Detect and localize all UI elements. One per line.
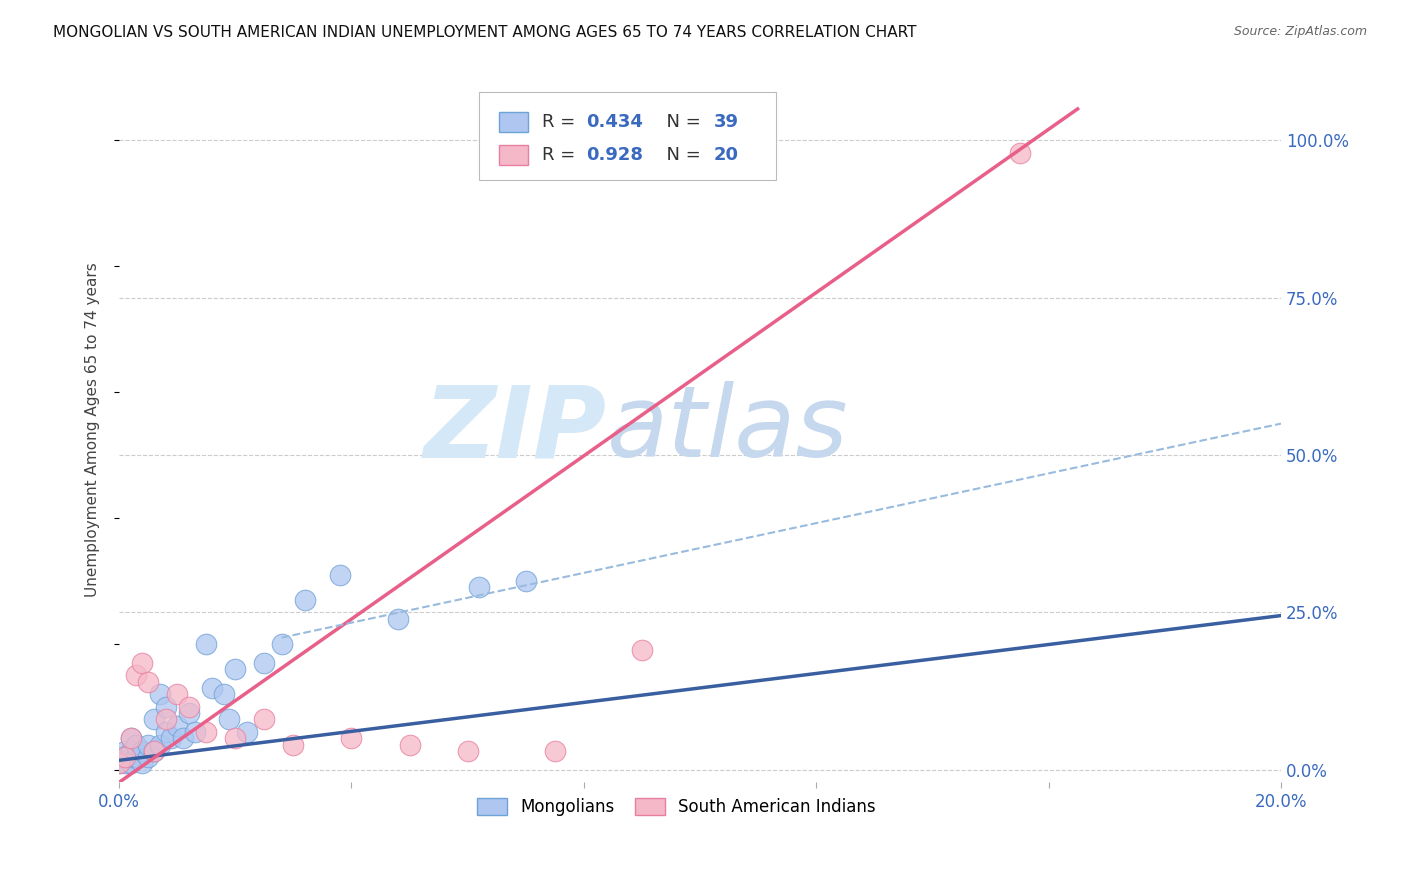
Point (155, 725, 177, 739)
Point (131, 656, 153, 670)
Point (340, 731, 363, 746)
Point (253, 713, 276, 727)
Text: ZIP: ZIP (425, 382, 607, 478)
Text: R =: R = (541, 113, 581, 131)
Point (142, 713, 165, 727)
Point (457, 744, 479, 758)
Point (166, 687, 188, 701)
Point (155, 699, 177, 714)
Point (224, 731, 246, 746)
Point (149, 738, 172, 752)
Bar (499, 145, 529, 165)
Point (294, 592, 316, 607)
Text: R =: R = (541, 146, 581, 164)
Point (114, 756, 136, 771)
Point (125, 668, 148, 682)
Point (131, 744, 153, 758)
Text: Source: ZipAtlas.com: Source: ZipAtlas.com (1233, 25, 1367, 38)
Point (136, 738, 159, 752)
Text: 39: 39 (714, 113, 740, 131)
Text: atlas: atlas (607, 382, 849, 478)
Point (142, 744, 165, 758)
Point (515, 574, 537, 588)
Point (224, 662, 246, 676)
FancyBboxPatch shape (479, 92, 776, 179)
Point (631, 643, 654, 657)
Point (120, 744, 142, 758)
Point (468, 580, 491, 594)
Point (114, 744, 136, 758)
Text: N =: N = (655, 113, 706, 131)
Point (398, 738, 420, 752)
Point (544, 744, 567, 758)
Point (1008, 145, 1031, 160)
Point (329, 567, 352, 582)
Point (108, 756, 131, 771)
Point (177, 699, 200, 714)
Text: 0.434: 0.434 (586, 113, 643, 131)
Point (218, 713, 240, 727)
Point (142, 744, 165, 758)
Point (195, 725, 218, 739)
Point (195, 637, 218, 651)
Point (236, 725, 259, 739)
Point (131, 756, 153, 771)
Text: 0.928: 0.928 (586, 146, 643, 164)
Point (212, 687, 235, 701)
Point (136, 674, 159, 689)
Point (270, 637, 292, 651)
Text: 20: 20 (714, 146, 740, 164)
Point (114, 750, 136, 764)
Point (149, 687, 172, 701)
Point (120, 756, 142, 771)
Y-axis label: Unemployment Among Ages 65 to 74 years: Unemployment Among Ages 65 to 74 years (86, 262, 100, 598)
Point (125, 750, 148, 764)
Point (155, 713, 177, 727)
Point (125, 738, 148, 752)
Point (183, 725, 205, 739)
Point (387, 612, 409, 626)
Point (120, 731, 142, 746)
Point (120, 750, 142, 764)
Point (283, 738, 305, 752)
Point (120, 731, 142, 746)
Point (172, 731, 194, 746)
Point (177, 706, 200, 720)
Point (114, 750, 136, 764)
Point (166, 719, 188, 733)
Point (108, 750, 131, 764)
Legend: Mongolians, South American Indians: Mongolians, South American Indians (470, 790, 884, 825)
Point (201, 681, 224, 695)
Point (253, 656, 276, 670)
Bar (499, 112, 529, 132)
Point (108, 756, 131, 771)
Text: MONGOLIAN VS SOUTH AMERICAN INDIAN UNEMPLOYMENT AMONG AGES 65 TO 74 YEARS CORREL: MONGOLIAN VS SOUTH AMERICAN INDIAN UNEMP… (53, 25, 917, 40)
Point (160, 731, 183, 746)
Text: N =: N = (655, 146, 706, 164)
Point (136, 750, 159, 764)
